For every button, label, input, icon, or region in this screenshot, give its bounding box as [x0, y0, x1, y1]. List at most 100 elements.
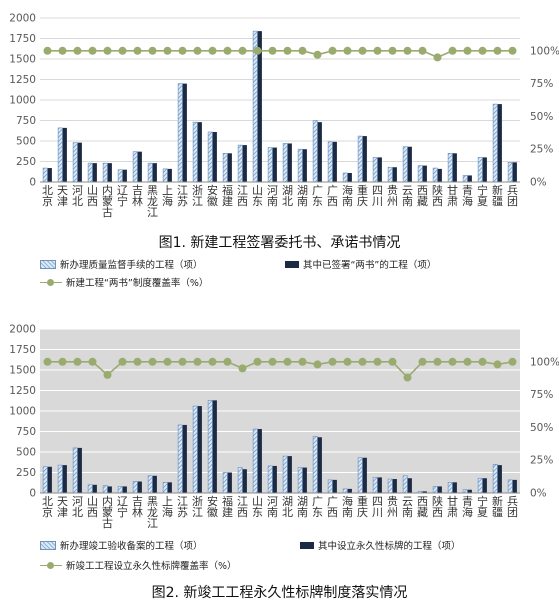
coverage-point — [268, 46, 277, 55]
coverage-point — [508, 46, 517, 55]
coverage-point — [508, 357, 517, 366]
bar-series-2 — [137, 151, 142, 182]
chart-panel-2: 0 250 500 750 1000 1250 1500 1750 2000 0% 25% 50% 75… — [0, 311, 559, 607]
coverage-point — [298, 46, 307, 55]
chart-1-caption: 图1. 新建工程签署委托书、承诺书情况 — [158, 235, 401, 251]
y-tick-label: 0 — [29, 177, 36, 189]
coverage-point — [118, 357, 127, 366]
coverage-point — [88, 357, 97, 366]
bar-series-2 — [242, 469, 247, 493]
bar-series-1 — [207, 400, 213, 494]
bar-series-2 — [77, 142, 82, 182]
y-tick-label: 1000 — [9, 95, 36, 107]
bar-series-1 — [492, 464, 498, 494]
coverage-point — [73, 46, 82, 55]
x-tick-label: 湖北 — [282, 495, 293, 519]
x-tick-label: 河南 — [267, 495, 278, 519]
bar-series-1 — [267, 465, 273, 494]
x-tick-label: 浙江 — [192, 495, 203, 519]
coverage-point — [133, 357, 142, 366]
y2-tick-label: 0% — [530, 488, 547, 500]
coverage-point — [178, 357, 187, 366]
y2-tick-label: 50% — [530, 111, 553, 123]
bar-series-1 — [147, 475, 153, 494]
x-tick-label: 新疆 — [492, 183, 503, 208]
x-tick-label: 宁夏 — [477, 183, 488, 208]
x-tick-label: 福建 — [222, 494, 233, 519]
coverage-point — [433, 53, 442, 62]
chart-2-legend-bar2: 其中设立永久性标牌的工程（项） — [300, 538, 461, 552]
bar-series-2 — [362, 457, 367, 493]
bar-series-2 — [497, 104, 502, 182]
coverage-point — [103, 370, 112, 379]
bar-series-1 — [387, 166, 393, 183]
bar-series-2 — [122, 169, 127, 182]
x-tick-label: 兵团 — [507, 495, 518, 519]
x-tick-label: 广西 — [327, 184, 338, 208]
coverage-point — [448, 46, 457, 55]
coverage-point — [493, 360, 502, 369]
y2-tick-label: 50% — [530, 422, 553, 434]
legend-dark-swatch — [285, 260, 299, 268]
bar-series-1 — [57, 127, 63, 183]
bar-series-2 — [422, 491, 427, 493]
x-tick-label: 上海 — [162, 495, 173, 519]
x-tick-label: 湖南 — [297, 495, 308, 519]
bar-series-1 — [132, 481, 138, 494]
x-tick-label: 内蒙古 — [102, 494, 113, 530]
y-tick-label: 250 — [16, 467, 36, 479]
coverage-point — [58, 357, 67, 366]
coverage-point — [283, 46, 292, 55]
coverage-point — [403, 46, 412, 55]
coverage-point — [73, 357, 82, 366]
y2-tick-label: 75% — [530, 389, 553, 401]
bar-series-1 — [327, 141, 333, 183]
coverage-point — [148, 46, 157, 55]
x-tick-label: 浙江 — [192, 184, 203, 208]
x-tick-label: 江西 — [237, 495, 248, 519]
bar-series-1 — [252, 428, 258, 494]
coverage-point — [208, 357, 217, 366]
x-tick-label: 云南 — [402, 184, 413, 208]
bar-series-2 — [122, 486, 127, 493]
coverage-point — [58, 46, 67, 55]
coverage-point — [238, 46, 247, 55]
bar-series-1 — [237, 467, 243, 494]
bar-series-1 — [162, 482, 168, 494]
bar-series-1 — [132, 151, 138, 183]
chart-1-legend-bar2: 其中已签署“两书”的工程（项） — [285, 257, 436, 271]
x-tick-label: 安徽 — [207, 183, 218, 208]
coverage-point — [103, 46, 112, 55]
x-tick-label: 山西 — [87, 495, 98, 519]
legend-label: 新竣工工程设立永久性标牌覆盖率（%） — [66, 561, 237, 572]
bar-series-2 — [287, 456, 292, 493]
bar-series-2 — [317, 122, 322, 182]
bar-series-2 — [362, 136, 367, 182]
x-tick-label: 新疆 — [492, 494, 503, 519]
chart-1-legend-bar1: 新办理质量监督手续的工程（项） — [40, 257, 203, 271]
chart-2-plot: 0 250 500 750 1000 1250 1500 1750 2000 0% 25% 50% 75… — [9, 324, 559, 531]
bar-series-1 — [432, 486, 438, 494]
bar-series-2 — [302, 149, 307, 182]
x-tick-label: 贵州 — [387, 184, 398, 208]
chart-2-caption: 图2. 新竣工工程永久性标牌制度落实情况 — [151, 585, 408, 601]
bar-series-1 — [492, 103, 498, 183]
coverage-point — [388, 357, 397, 366]
bar-series-1 — [282, 455, 288, 494]
x-tick-label: 黑龙江 — [147, 495, 158, 530]
coverage-point — [313, 360, 322, 369]
coverage-point — [253, 357, 262, 366]
x-tick-label: 广西 — [327, 495, 338, 519]
coverage-point — [463, 46, 472, 55]
x-tick-label: 云南 — [402, 495, 413, 519]
x-tick-label: 广东 — [312, 184, 323, 208]
bar-series-2 — [212, 131, 217, 182]
y-tick-label: 750 — [16, 426, 36, 438]
bar-series-2 — [467, 489, 472, 493]
y2-tick-label: 25% — [530, 455, 553, 467]
bar-series-2 — [452, 482, 457, 493]
bar-series-1 — [327, 479, 333, 494]
bar-series-2 — [422, 165, 427, 182]
bar-series-2 — [272, 147, 277, 182]
bar-series-1 — [402, 475, 408, 494]
